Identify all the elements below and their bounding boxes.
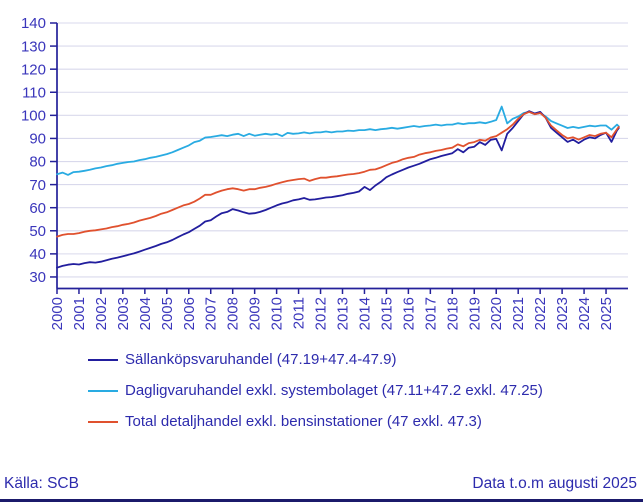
x-tick-label: 2016 — [400, 297, 417, 330]
chart-footer: Källa: SCB Data t.o.m augusti 2025 — [0, 475, 643, 493]
x-tick-label: 2004 — [137, 297, 154, 330]
line-chart: 30 40 50 60 70 80 90 100 110 120 130 140 2000 2001 200… — [21, 15, 628, 330]
legend-line-swatch — [88, 420, 118, 423]
legend-line-swatch — [88, 358, 118, 361]
series-line-1 — [56, 105, 620, 176]
x-tick-label: 2002 — [93, 297, 110, 330]
x-tick-label: 2013 — [335, 297, 352, 330]
legend-line-swatch — [88, 389, 118, 392]
y-tick-label: 130 — [21, 38, 46, 55]
x-tick-label: 2010 — [269, 297, 286, 330]
legend-item-sallankopsvaruhandel: Sällanköpsvaruhandel (47.19+47.4-47.9) — [88, 349, 543, 370]
x-tick-label: 2011 — [291, 297, 308, 329]
data-coverage-note: Data t.o.m augusti 2025 — [472, 475, 637, 492]
bottom-rule — [0, 499, 643, 502]
x-tick-label: 2009 — [247, 297, 264, 330]
y-tick-label: 100 — [21, 108, 46, 125]
legend-label: Total detaljhandel exkl. bensinstationer… — [125, 413, 482, 430]
x-tick-label: 2012 — [313, 297, 330, 330]
legend-label: Dagligvaruhandel exkl. systembolaget (47… — [125, 382, 543, 399]
x-tick-label: 2024 — [576, 297, 593, 330]
x-tick-label: 2003 — [115, 297, 132, 330]
y-tick-label: 40 — [29, 246, 46, 263]
series-line-0 — [56, 110, 620, 269]
y-tick-label: 140 — [21, 15, 46, 32]
y-tick-label: 50 — [29, 223, 46, 240]
x-tick-label: 2022 — [532, 297, 549, 330]
x-tick-label: 2021 — [510, 297, 527, 330]
x-tick-label: 2007 — [203, 297, 220, 330]
x-tick-label: 2014 — [356, 297, 373, 330]
y-tick-label: 120 — [21, 61, 46, 78]
source-note: Källa: SCB — [4, 475, 79, 492]
series-line-2 — [56, 111, 620, 238]
x-tick-label: 2017 — [422, 297, 439, 330]
y-tick-label: 110 — [22, 84, 46, 101]
x-tick-label: 2015 — [378, 297, 395, 330]
x-tick-label: 2025 — [598, 297, 615, 330]
y-tick-label: 60 — [29, 200, 46, 217]
y-tick-label: 30 — [29, 269, 46, 286]
x-tick-label: 2019 — [466, 297, 483, 330]
x-tick-label: 2000 — [49, 297, 66, 330]
x-tick-label: 2005 — [159, 297, 176, 330]
legend-item-dagligvaruhandel: Dagligvaruhandel exkl. systembolaget (47… — [88, 380, 543, 401]
x-tick-label: 2008 — [225, 297, 242, 330]
chart-legend: Sällanköpsvaruhandel (47.19+47.4-47.9) D… — [88, 349, 543, 432]
x-tick-label: 2023 — [554, 297, 571, 330]
legend-item-total-detaljhandel: Total detaljhandel exkl. bensinstationer… — [88, 411, 543, 432]
legend-label: Sällanköpsvaruhandel (47.19+47.4-47.9) — [125, 351, 397, 368]
y-tick-label: 90 — [29, 131, 46, 148]
x-tick-label: 2020 — [488, 297, 505, 330]
x-tick-label: 2001 — [71, 297, 88, 330]
x-tick-label: 2018 — [444, 297, 461, 330]
x-tick-label: 2006 — [181, 297, 198, 330]
y-tick-label: 70 — [29, 177, 46, 194]
y-tick-label: 80 — [29, 154, 46, 171]
